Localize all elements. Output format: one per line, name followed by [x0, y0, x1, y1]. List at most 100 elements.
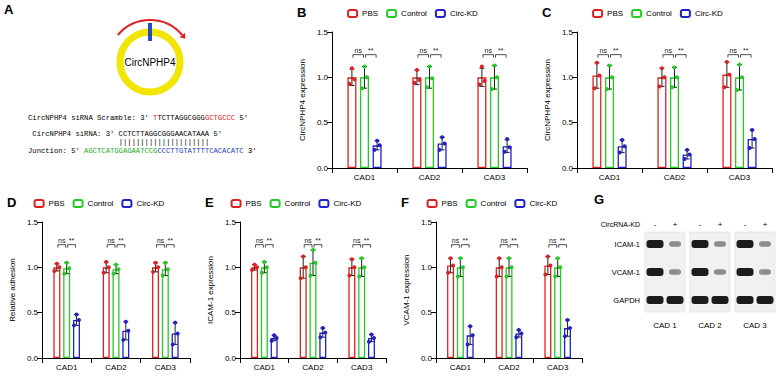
svg-text:ns: ns	[304, 237, 312, 244]
svg-text:C: C	[542, 5, 552, 20]
svg-text:CAD3: CAD3	[484, 173, 506, 182]
svg-text:D: D	[7, 195, 16, 210]
svg-text:CAD3: CAD3	[547, 363, 569, 372]
svg-text:**: **	[368, 47, 374, 54]
svg-text:1.5: 1.5	[421, 218, 433, 227]
svg-text:Relative adhesion: Relative adhesion	[8, 258, 17, 322]
svg-text:Control: Control	[88, 199, 114, 208]
svg-text:VCAM-1 expression: VCAM-1 expression	[402, 254, 411, 325]
svg-text:GAPDH: GAPDH	[613, 296, 640, 305]
svg-text:Circ-KD: Circ-KD	[333, 199, 361, 208]
svg-text:CAD 3: CAD 3	[743, 321, 767, 330]
svg-text:ns: ns	[485, 47, 493, 54]
svg-text:0.0: 0.0	[421, 354, 433, 363]
svg-text:**: **	[315, 237, 321, 244]
svg-text:CircNPHP4 expression: CircNPHP4 expression	[543, 59, 552, 141]
svg-text:0.5: 0.5	[421, 308, 433, 317]
svg-text:**: **	[463, 237, 469, 244]
svg-text:**: **	[168, 237, 174, 244]
svg-text:0.0: 0.0	[27, 354, 39, 363]
svg-text:CAD1: CAD1	[450, 363, 472, 372]
svg-text:CAD3: CAD3	[351, 363, 373, 372]
svg-text:ns: ns	[107, 237, 115, 244]
svg-text:CAD2: CAD2	[105, 363, 127, 372]
svg-text:ns: ns	[452, 237, 460, 244]
svg-text:CAD2: CAD2	[419, 173, 441, 182]
svg-text:Circ-KD: Circ-KD	[695, 9, 723, 18]
svg-text:Circ-KD: Circ-KD	[136, 199, 164, 208]
svg-text:E: E	[205, 195, 214, 210]
svg-text:0.0: 0.0	[562, 164, 574, 173]
svg-text:ICAM-1: ICAM-1	[615, 240, 640, 249]
svg-text:1.0: 1.0	[562, 73, 574, 82]
svg-text:PBS: PBS	[442, 199, 458, 208]
svg-text:+: +	[718, 220, 723, 229]
svg-text:ns: ns	[665, 47, 673, 54]
svg-text:PBS: PBS	[246, 199, 262, 208]
svg-text:Control: Control	[646, 9, 672, 18]
svg-text:ICAM-1 expression: ICAM-1 expression	[206, 256, 215, 324]
svg-text:0.5: 0.5	[317, 118, 329, 127]
svg-text:CircNPHP4 expression: CircNPHP4 expression	[298, 59, 307, 141]
svg-text:CAD2: CAD2	[302, 363, 324, 372]
svg-text:CAD2: CAD2	[498, 363, 520, 372]
svg-text:ns: ns	[500, 237, 508, 244]
svg-text:G: G	[594, 192, 604, 207]
svg-text:1.0: 1.0	[317, 73, 329, 82]
svg-text:CircRNA-KD: CircRNA-KD	[601, 221, 640, 228]
svg-text:CAD1: CAD1	[254, 363, 276, 372]
svg-text:0.0: 0.0	[317, 164, 329, 173]
svg-text:1.0: 1.0	[27, 263, 39, 272]
svg-text:0.5: 0.5	[225, 308, 237, 317]
svg-text:**: **	[498, 47, 504, 54]
svg-text:CAD3: CAD3	[155, 363, 177, 372]
svg-text:**: **	[364, 237, 370, 244]
svg-text:CAD 1: CAD 1	[653, 321, 677, 330]
svg-text:CAD3: CAD3	[729, 173, 751, 182]
svg-text:CircNPHP4: CircNPHP4	[124, 57, 176, 68]
svg-text:ns: ns	[353, 237, 361, 244]
svg-text:1.0: 1.0	[225, 263, 237, 272]
svg-text:0.5: 0.5	[27, 308, 39, 317]
svg-text:CircNPHP4 siRNA: 3' CCTCTTAGGC: CircNPHP4 siRNA: 3' CCTCTTAGGCGGGAACATAA…	[32, 130, 222, 138]
svg-text:Circ-KD: Circ-KD	[450, 9, 478, 18]
svg-text:**: **	[613, 47, 619, 54]
svg-text:CircNPHP4 siRNA Scramble: 3' T: CircNPHP4 siRNA Scramble: 3' TTCTTAGGCGG…	[28, 114, 248, 122]
svg-text:**: **	[267, 237, 273, 244]
svg-text:ns: ns	[549, 237, 557, 244]
svg-text:**: **	[511, 237, 517, 244]
svg-text:CAD2: CAD2	[664, 173, 686, 182]
svg-text:ns: ns	[58, 237, 66, 244]
svg-text:1.5: 1.5	[317, 28, 329, 37]
svg-text:+: +	[763, 220, 768, 229]
svg-text:Control: Control	[285, 199, 311, 208]
svg-text:Control: Control	[481, 199, 507, 208]
svg-text:ns: ns	[420, 47, 428, 54]
svg-text:-: -	[744, 220, 747, 229]
svg-text:-: -	[654, 220, 657, 229]
svg-text:Control: Control	[401, 9, 427, 18]
svg-text:**: **	[560, 237, 566, 244]
svg-text:**: **	[743, 47, 749, 54]
svg-text:F: F	[401, 195, 409, 210]
svg-text:ns: ns	[355, 47, 363, 54]
svg-text:ns: ns	[600, 47, 608, 54]
svg-text:CAD1: CAD1	[599, 173, 621, 182]
svg-text:1.5: 1.5	[27, 218, 39, 227]
svg-text:VCAM-1: VCAM-1	[612, 268, 640, 277]
svg-text:**: **	[69, 237, 75, 244]
svg-text:+: +	[673, 220, 678, 229]
svg-text:ns: ns	[730, 47, 738, 54]
svg-text:ns: ns	[256, 237, 264, 244]
svg-text:|||||||||||||||||||||: |||||||||||||||||||||	[119, 138, 210, 146]
svg-text:PBS: PBS	[362, 9, 378, 18]
svg-text:1.5: 1.5	[225, 218, 237, 227]
svg-text:CAD1: CAD1	[56, 363, 78, 372]
svg-text:PBS: PBS	[607, 9, 623, 18]
svg-text:1.0: 1.0	[421, 263, 433, 272]
svg-text:**: **	[433, 47, 439, 54]
svg-text:**: **	[118, 237, 124, 244]
svg-text:CAD 2: CAD 2	[698, 321, 722, 330]
svg-text:0.5: 0.5	[562, 118, 574, 127]
svg-text:0.0: 0.0	[225, 354, 237, 363]
